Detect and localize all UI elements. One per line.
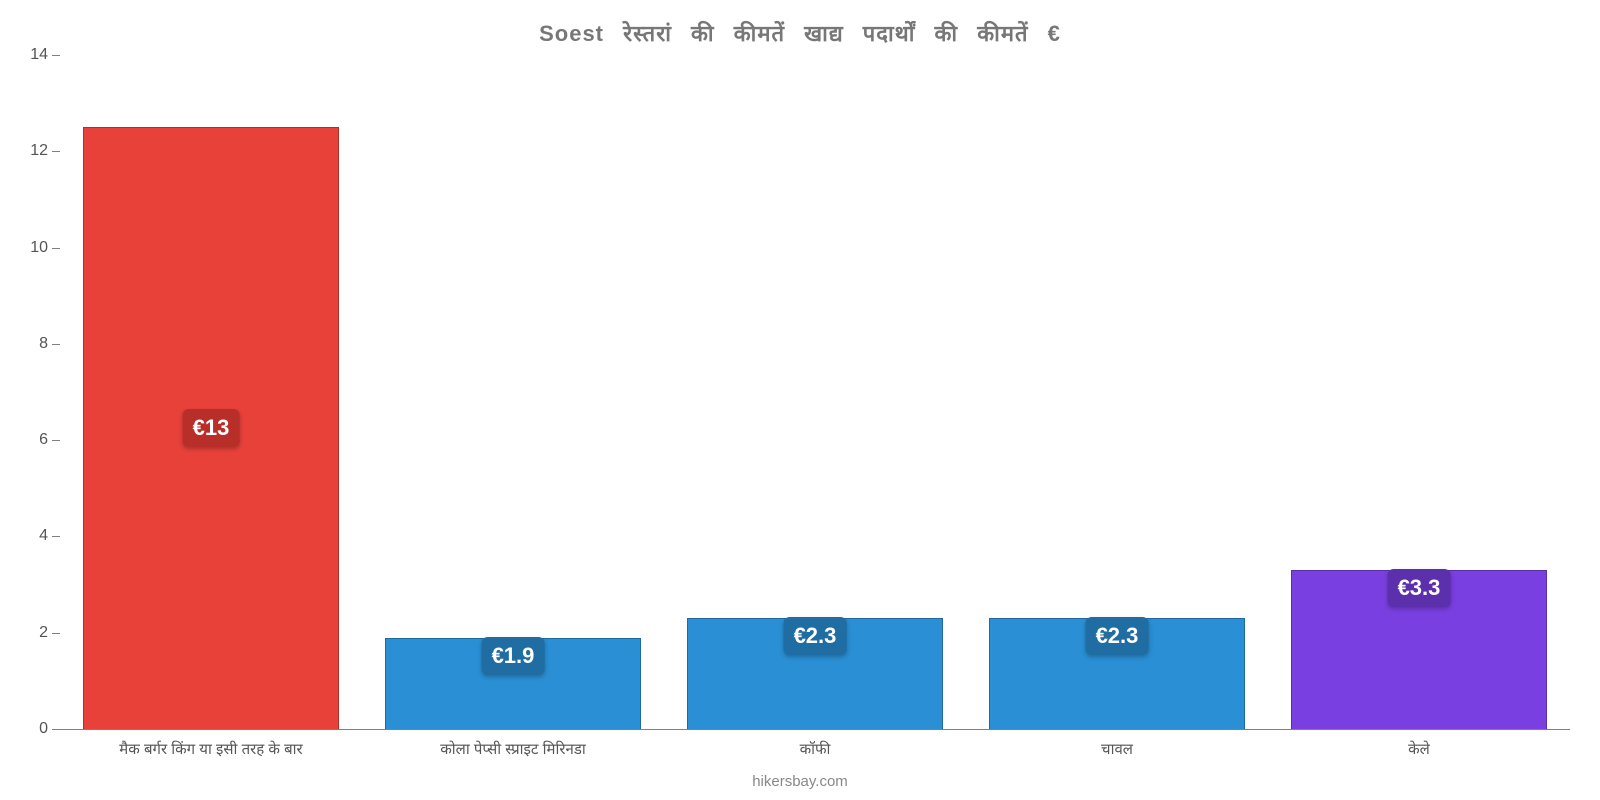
value-badge: €2.3 bbox=[784, 617, 847, 655]
bar: €2.3 bbox=[989, 618, 1246, 729]
y-tick-label: 2 bbox=[39, 624, 60, 642]
bars-layer: €13 €1.9 €2.3 €2.3 €3.3 bbox=[60, 55, 1570, 729]
chart-title: Soest रेस्तरां की कीमतें खाद्य पदार्थों … bbox=[0, 18, 1600, 48]
y-tick-label: 6 bbox=[39, 431, 60, 449]
category-label: कॉफी bbox=[800, 729, 831, 759]
plot-area: €13€1.9€2.3€2.3€3.3 02468101214मैक बर्गर… bbox=[60, 55, 1570, 730]
y-tick-label: 8 bbox=[39, 335, 60, 353]
y-tick-label: 4 bbox=[39, 527, 60, 545]
value-badge: €2.3 bbox=[1086, 617, 1149, 655]
y-tick-label: 12 bbox=[30, 142, 60, 160]
y-tick-label: 0 bbox=[39, 720, 60, 738]
bar: €2.3 bbox=[687, 618, 944, 729]
value-badge: €13 bbox=[183, 409, 240, 447]
bar: €3.3 bbox=[1291, 570, 1548, 729]
bar: €1.9 bbox=[385, 638, 642, 729]
value-badge: €3.3 bbox=[1388, 569, 1451, 607]
source-attribution: hikersbay.com bbox=[0, 773, 1600, 790]
bar: €13 bbox=[83, 127, 340, 729]
category-label: केले bbox=[1408, 729, 1430, 759]
category-label: चावल bbox=[1101, 729, 1133, 759]
y-tick-label: 14 bbox=[30, 46, 60, 64]
price-bar-chart: Soest रेस्तरां की कीमतें खाद्य पदार्थों … bbox=[0, 0, 1600, 800]
category-label: मैक बर्गर किंग या इसी तरह के बार bbox=[119, 729, 302, 759]
y-tick-label: 10 bbox=[30, 239, 60, 257]
value-badge: €1.9 bbox=[482, 637, 545, 675]
category-label: कोला पेप्सी स्प्राइट मिरिनडा bbox=[440, 729, 586, 759]
